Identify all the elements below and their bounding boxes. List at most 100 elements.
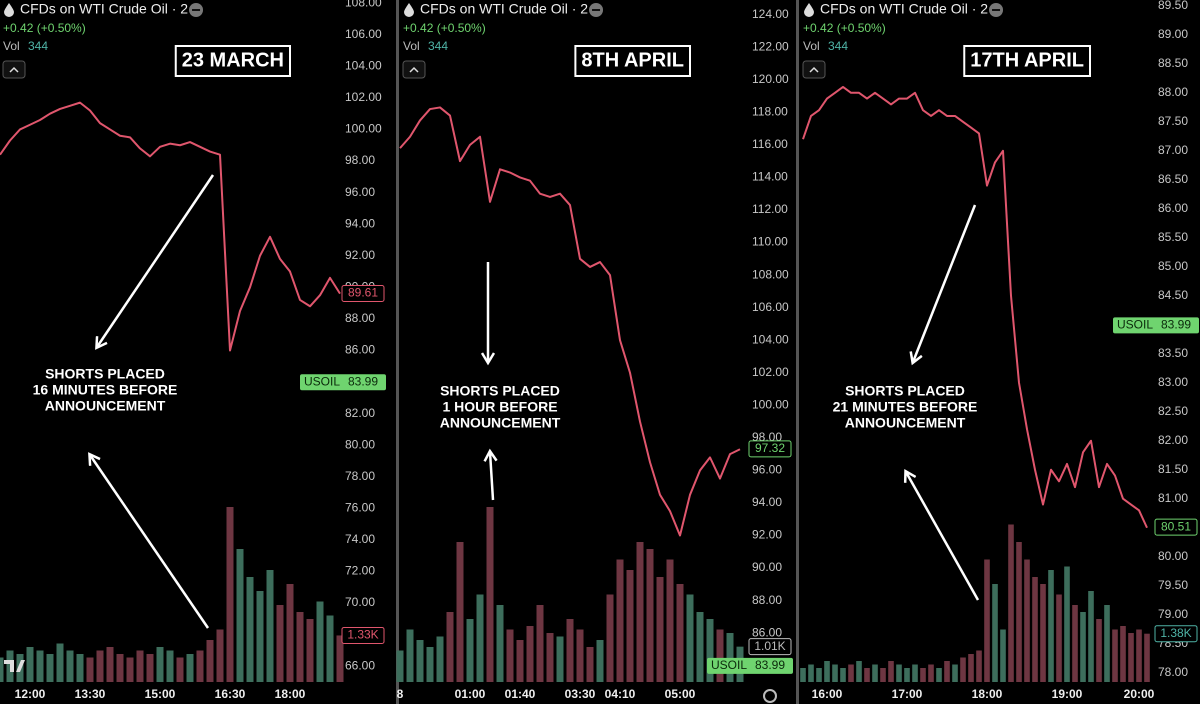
expand-button[interactable] [402,60,426,79]
y-tick-label: 87.50 [1158,114,1188,128]
y-tick-label: 83.00 [1158,375,1188,389]
volume-bar [336,635,344,682]
volume-bar [1000,629,1006,682]
volume-bar [696,612,704,682]
x-tick-label: 05:00 [665,687,696,701]
volume-bar [872,664,878,682]
annotation-text: ANNOUNCEMENT [845,415,966,431]
x-tick-label: 04:10 [605,687,636,701]
instrument-title: CFDs on WTI Crude Oil · 2 [20,1,188,17]
volume-bar [406,629,414,682]
volume-bar [716,629,724,682]
expand-button[interactable] [2,60,26,79]
y-tick-label: 86.50 [1158,172,1188,186]
price-line [0,101,341,352]
arrow [90,455,210,629]
volume-bar [146,654,154,682]
volume-bar [576,629,584,682]
logo-mark [4,660,25,672]
volume-bar [1032,577,1038,682]
volume-bar [1120,626,1126,682]
y-tick-label: 100.00 [345,122,382,136]
volume-bar [266,570,274,682]
last-price-label: 89.61 [348,286,378,300]
collapse-bar [592,9,601,11]
x-tick-label: 19:00 [1052,687,1083,701]
volume-caption: Vol [403,39,420,53]
volume-bar [236,549,244,682]
y-tick-label: 94.00 [345,216,375,230]
y-tick-label: 88.50 [1158,56,1188,70]
y-tick-label: 104.00 [345,58,382,72]
symbol-tag [300,374,386,391]
price-line [399,106,741,537]
volume-bar [1016,542,1022,682]
last-price-tag [341,284,385,302]
volume-bar [984,559,990,682]
y-tick-label: 85.50 [1158,230,1188,244]
volume-bar [808,664,814,682]
y-tick-label: 83.50 [1158,346,1188,360]
arrow [490,452,493,501]
volume-bar [726,633,734,682]
volume-bar [496,605,504,682]
y-tick-label: 78.00 [345,469,375,483]
y-tick-label: 89.00 [1158,27,1188,41]
volume-bar [816,668,822,682]
volume-bar [1040,584,1046,682]
y-tick-label: 84.50 [1158,288,1188,302]
volume-bar [928,664,934,682]
last-price-tag [1154,518,1198,536]
volume-bar [196,650,204,682]
x-tick-label: 8 [397,687,404,701]
annotation-text: 16 MINUTES BEFORE [33,382,178,398]
volume-bar [960,657,966,682]
y-tick-label: 89.50 [1158,0,1188,12]
volume-bar [1088,591,1094,682]
volume-bar [848,664,854,682]
y-tick-label: 86.00 [345,343,375,357]
date-label: 17TH APRIL [970,49,1084,71]
instrument-title: CFDs on WTI Crude Oil · 2 [820,1,988,17]
volume-bar [880,668,886,682]
y-tick-label: 124.00 [752,7,789,21]
y-tick-label: 110.00 [752,235,788,249]
volume-bar [86,657,94,682]
volume-bar [636,542,644,682]
volume-bar [296,612,304,682]
last-price-tag [748,440,792,458]
volume-bar [106,647,114,682]
symbol-label: USOIL [711,658,747,672]
y-tick-label: 100.00 [752,397,789,411]
volume-bar [416,640,424,682]
last-price-label: 80.51 [1161,519,1191,533]
y-tick-label: 78.00 [1158,665,1188,679]
symbol-tag [1113,317,1199,334]
x-tick-label: 13:30 [75,687,106,701]
annotation-text: SHORTS PLACED [845,383,965,399]
volume-bar [446,612,454,682]
x-tick-label: 03:30 [565,687,596,701]
panel-divider [796,0,799,704]
volume-bar [216,629,224,682]
tradingview-logo [4,660,25,672]
volume-tag-label: 1.38K [1160,626,1191,640]
drop-icon [404,3,414,17]
volume-bar [976,650,982,682]
x-tick-label: 18:00 [972,687,1003,701]
volume-bar [856,661,862,682]
collapse-bar [192,9,201,11]
volume-bar [912,664,918,682]
volume-tag [341,626,385,644]
last-price-label: 97.32 [755,441,785,455]
expand-button[interactable] [802,60,826,79]
x-tick-label: 16:00 [812,687,843,701]
volume-bar [666,559,674,682]
volume-tag [748,638,792,656]
y-tick-label: 104.00 [752,332,789,346]
volume-bar [1128,633,1134,682]
settings-icon[interactable] [763,689,777,703]
annotation-text: SHORTS PLACED [440,383,560,399]
x-tick-label: 18:00 [275,687,306,701]
